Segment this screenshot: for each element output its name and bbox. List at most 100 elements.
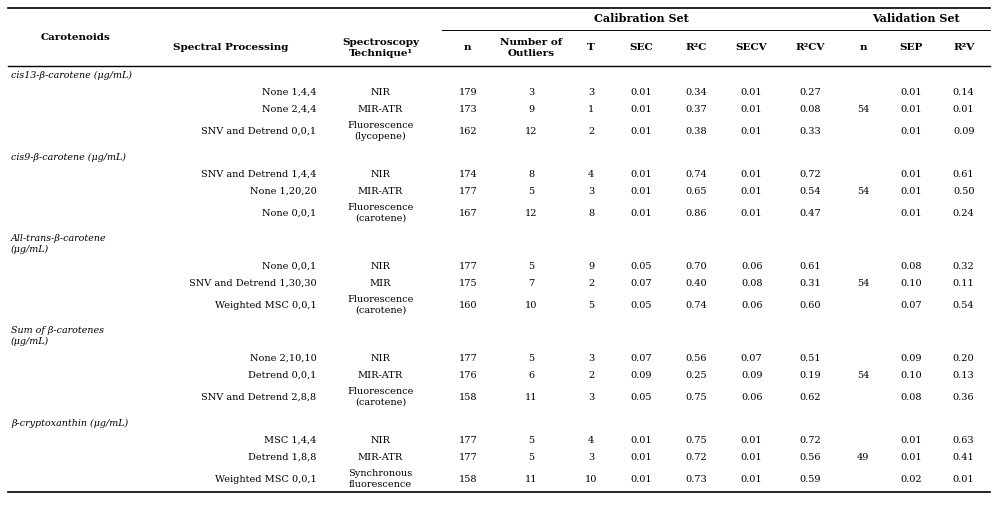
Text: 11: 11 <box>525 475 538 484</box>
Text: 0.01: 0.01 <box>953 105 974 114</box>
Text: 0.07: 0.07 <box>630 354 652 363</box>
Text: 0.47: 0.47 <box>800 209 822 218</box>
Text: 0.74: 0.74 <box>685 301 707 310</box>
Text: 173: 173 <box>458 105 477 114</box>
Text: 0.06: 0.06 <box>741 301 762 310</box>
Text: Validation Set: Validation Set <box>872 13 959 24</box>
Text: 0.75: 0.75 <box>686 392 707 401</box>
Text: 12: 12 <box>525 126 538 135</box>
Text: 0.01: 0.01 <box>900 170 921 179</box>
Text: 162: 162 <box>458 126 477 135</box>
Text: MSC 1,4,4: MSC 1,4,4 <box>264 436 317 445</box>
Text: 0.05: 0.05 <box>630 262 652 271</box>
Text: 0.36: 0.36 <box>953 392 974 401</box>
Text: 158: 158 <box>458 392 477 401</box>
Text: 0.09: 0.09 <box>953 126 974 135</box>
Text: β-cryptoxanthin (μg/mL): β-cryptoxanthin (μg/mL) <box>11 418 128 427</box>
Text: 0.56: 0.56 <box>686 354 707 363</box>
Text: 0.06: 0.06 <box>741 262 762 271</box>
Text: 0.01: 0.01 <box>741 105 763 114</box>
Text: 0.73: 0.73 <box>685 475 707 484</box>
Text: 9: 9 <box>528 105 535 114</box>
Text: NIR: NIR <box>371 436 390 445</box>
Text: Weighted MSC 0,0,1: Weighted MSC 0,0,1 <box>214 301 317 310</box>
Text: 177: 177 <box>458 436 477 445</box>
Text: Fluorescence
(lycopene): Fluorescence (lycopene) <box>348 121 413 141</box>
Text: 0.01: 0.01 <box>900 126 921 135</box>
Text: MIR-ATR: MIR-ATR <box>358 371 403 380</box>
Text: MIR-ATR: MIR-ATR <box>358 105 403 114</box>
Text: 0.59: 0.59 <box>800 475 821 484</box>
Text: Calibration Set: Calibration Set <box>595 13 689 24</box>
Text: NIR: NIR <box>371 170 390 179</box>
Text: 0.01: 0.01 <box>900 209 921 218</box>
Text: 0.01: 0.01 <box>900 436 921 445</box>
Text: MIR-ATR: MIR-ATR <box>358 187 403 196</box>
Text: 179: 179 <box>458 88 477 97</box>
Text: 7: 7 <box>528 279 535 288</box>
Text: 0.34: 0.34 <box>685 88 707 97</box>
Text: 0.62: 0.62 <box>800 392 821 401</box>
Text: Fluorescence
(carotene): Fluorescence (carotene) <box>348 203 413 222</box>
Text: 0.10: 0.10 <box>900 371 921 380</box>
Text: Spectroscopy
Technique¹: Spectroscopy Technique¹ <box>342 38 419 58</box>
Text: 3: 3 <box>588 187 595 196</box>
Text: 0.25: 0.25 <box>686 371 707 380</box>
Text: 3: 3 <box>588 392 595 401</box>
Text: 10: 10 <box>525 301 538 310</box>
Text: 0.72: 0.72 <box>800 436 822 445</box>
Text: Synchronous
fluorescence: Synchronous fluorescence <box>349 469 412 489</box>
Text: 3: 3 <box>588 354 595 363</box>
Text: 0.01: 0.01 <box>630 187 652 196</box>
Text: Weighted MSC 0,0,1: Weighted MSC 0,0,1 <box>214 475 317 484</box>
Text: 0.72: 0.72 <box>685 453 707 462</box>
Text: All-trans-β-carotene
(μg/mL): All-trans-β-carotene (μg/mL) <box>11 234 107 254</box>
Text: 0.74: 0.74 <box>685 170 707 179</box>
Text: None 2,4,4: None 2,4,4 <box>262 105 317 114</box>
Text: 0.08: 0.08 <box>800 105 821 114</box>
Text: 0.33: 0.33 <box>800 126 822 135</box>
Text: 54: 54 <box>857 371 870 380</box>
Text: cis9-β-carotene (μg/mL): cis9-β-carotene (μg/mL) <box>11 152 126 161</box>
Text: 0.01: 0.01 <box>630 475 652 484</box>
Text: 0.11: 0.11 <box>953 279 974 288</box>
Text: NIR: NIR <box>371 354 390 363</box>
Text: R²CV: R²CV <box>796 44 825 53</box>
Text: 5: 5 <box>528 453 535 462</box>
Text: 3: 3 <box>588 453 595 462</box>
Text: 0.05: 0.05 <box>630 392 652 401</box>
Text: 0.01: 0.01 <box>741 209 763 218</box>
Text: 0.61: 0.61 <box>953 170 974 179</box>
Text: R²V: R²V <box>953 44 974 53</box>
Text: 175: 175 <box>458 279 477 288</box>
Text: MIR-ATR: MIR-ATR <box>358 453 403 462</box>
Text: 0.01: 0.01 <box>741 436 763 445</box>
Text: 10: 10 <box>585 475 598 484</box>
Text: 0.01: 0.01 <box>630 126 652 135</box>
Text: 0.01: 0.01 <box>953 475 974 484</box>
Text: SNV and Detrend 1,4,4: SNV and Detrend 1,4,4 <box>201 170 317 179</box>
Text: 11: 11 <box>525 392 538 401</box>
Text: 0.01: 0.01 <box>630 209 652 218</box>
Text: 1: 1 <box>588 105 595 114</box>
Text: n: n <box>860 44 867 53</box>
Text: SEC: SEC <box>629 44 653 53</box>
Text: 0.07: 0.07 <box>630 279 652 288</box>
Text: 0.37: 0.37 <box>685 105 707 114</box>
Text: SECV: SECV <box>736 44 768 53</box>
Text: 0.86: 0.86 <box>686 209 707 218</box>
Text: MIR: MIR <box>370 279 391 288</box>
Text: SNV and Detrend 0,0,1: SNV and Detrend 0,0,1 <box>201 126 317 135</box>
Text: 0.24: 0.24 <box>953 209 974 218</box>
Text: 0.40: 0.40 <box>686 279 707 288</box>
Text: 0.01: 0.01 <box>900 88 921 97</box>
Text: 6: 6 <box>528 371 535 380</box>
Text: 4: 4 <box>588 436 595 445</box>
Text: 9: 9 <box>589 262 595 271</box>
Text: Detrend 0,0,1: Detrend 0,0,1 <box>248 371 317 380</box>
Text: 0.70: 0.70 <box>686 262 707 271</box>
Text: 54: 54 <box>857 105 870 114</box>
Text: SEP: SEP <box>899 44 922 53</box>
Text: 0.01: 0.01 <box>900 105 921 114</box>
Text: 0.01: 0.01 <box>630 105 652 114</box>
